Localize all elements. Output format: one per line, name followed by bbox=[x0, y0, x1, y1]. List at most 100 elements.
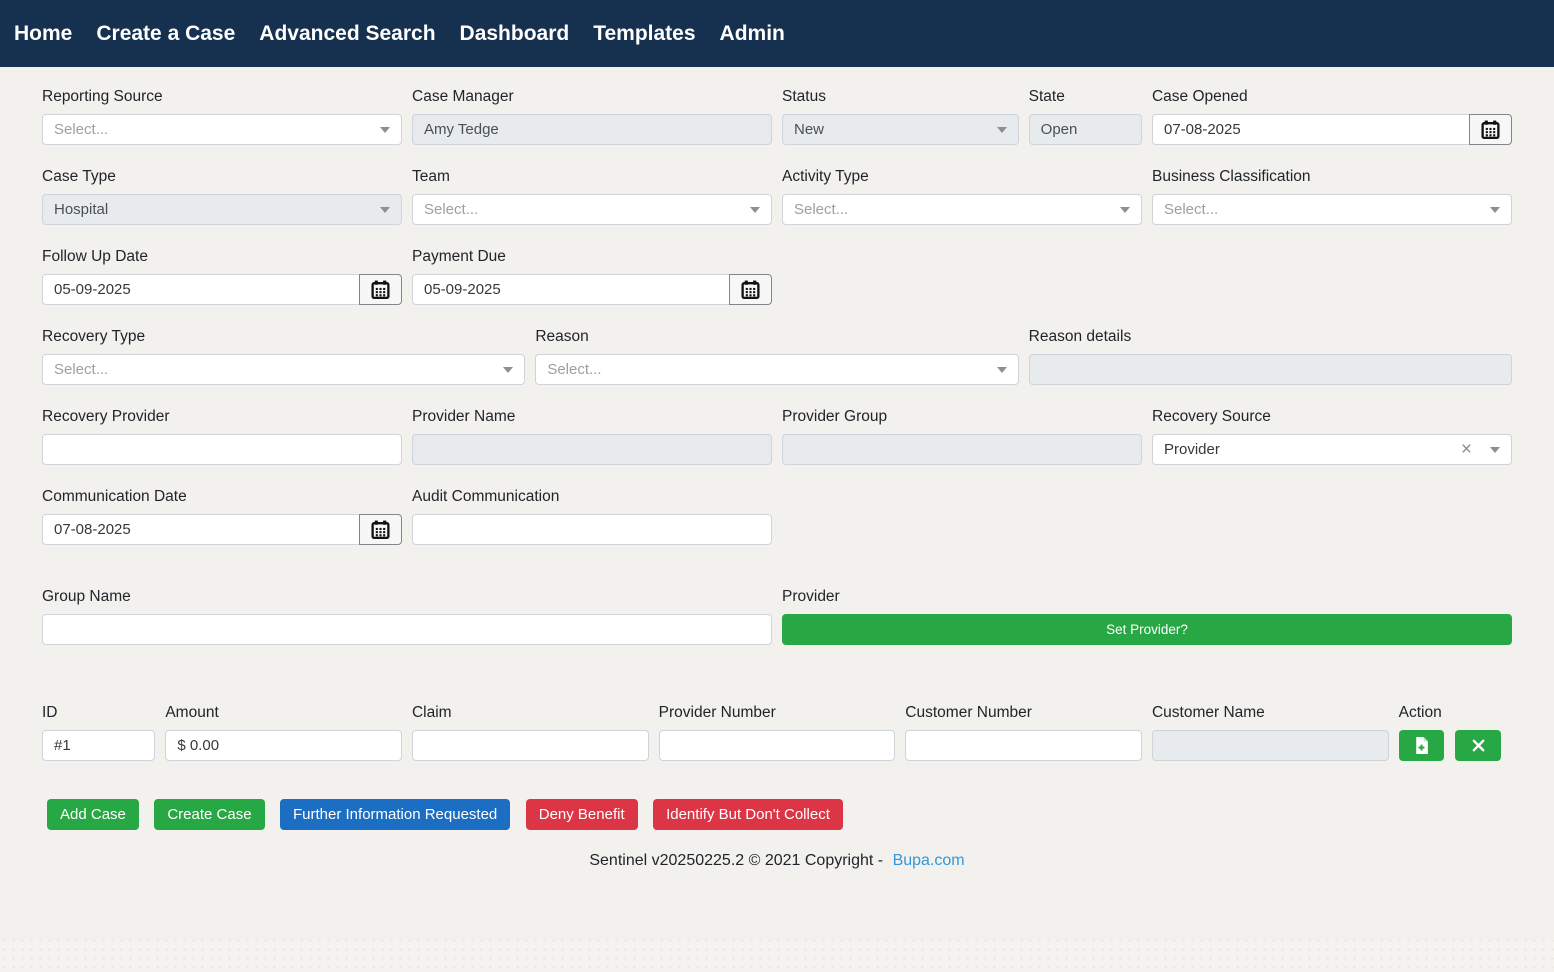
chevron-down-icon bbox=[1120, 206, 1130, 213]
set-provider-button[interactable]: Set Provider? bbox=[782, 614, 1512, 645]
chevron-down-icon bbox=[1490, 206, 1500, 213]
form-actions: Add Case Create Case Further Information… bbox=[42, 799, 1512, 830]
provider-name-label: Provider Name bbox=[412, 408, 516, 425]
case-manager-input bbox=[412, 114, 772, 145]
calendar-icon bbox=[1481, 120, 1500, 140]
clear-icon[interactable]: × bbox=[1460, 439, 1472, 460]
create-case-button[interactable]: Create Case bbox=[154, 799, 265, 830]
audit-communication-input[interactable] bbox=[412, 514, 772, 545]
claim-id-input[interactable] bbox=[42, 730, 156, 761]
claim-row: ID Amount Claim Provider Number Customer… bbox=[37, 702, 1517, 761]
business-classification-placeholder: Select... bbox=[1164, 201, 1219, 218]
case-opened-input[interactable] bbox=[1151, 114, 1470, 145]
further-information-requested-button[interactable]: Further Information Requested bbox=[280, 799, 511, 830]
business-classification-label: Business Classification bbox=[1152, 168, 1311, 185]
form-row-4: Recovery Type Select... Reason Select...… bbox=[37, 326, 1517, 385]
reporting-source-select[interactable]: Select... bbox=[42, 114, 402, 145]
reason-details-input bbox=[1028, 354, 1512, 385]
claim-provider-number-input[interactable] bbox=[658, 730, 896, 761]
add-case-button[interactable]: Add Case bbox=[47, 799, 139, 830]
group-name-input[interactable] bbox=[42, 614, 772, 645]
communication-date-calendar-button[interactable] bbox=[359, 514, 402, 545]
claim-customer-name-label: Customer Name bbox=[1151, 704, 1265, 721]
case-type-value: Hospital bbox=[54, 201, 109, 218]
calendar-icon bbox=[741, 280, 760, 300]
case-form-page: Reporting Source Select... Case Manager … bbox=[0, 67, 1554, 940]
reason-label: Reason bbox=[535, 328, 589, 345]
calendar-icon bbox=[371, 520, 390, 540]
top-navbar: Home Create a Case Advanced Search Dashb… bbox=[0, 0, 1554, 67]
chevron-down-icon bbox=[380, 126, 390, 133]
footer: Sentinel v20250225.2 © 2021 Copyright - … bbox=[42, 852, 1512, 870]
reason-details-label: Reason details bbox=[1028, 328, 1132, 345]
deny-benefit-button[interactable]: Deny Benefit bbox=[525, 799, 638, 830]
form-row-3: Follow Up Date Payment Due bbox=[37, 246, 1517, 305]
claim-customer-number-input[interactable] bbox=[905, 730, 1142, 761]
chevron-down-icon bbox=[996, 366, 1007, 373]
follow-up-date-input[interactable] bbox=[42, 274, 360, 305]
reason-select[interactable]: Select... bbox=[535, 354, 1019, 385]
claim-action-label: Action bbox=[1398, 704, 1442, 721]
claim-id-label: ID bbox=[42, 704, 58, 721]
payment-due-calendar-button[interactable] bbox=[729, 274, 772, 305]
recovery-source-select[interactable]: Provider × bbox=[1152, 434, 1512, 465]
chevron-down-icon bbox=[380, 206, 390, 213]
chevron-down-icon bbox=[1490, 446, 1500, 453]
identify-but-dont-collect-button[interactable]: Identify But Don't Collect bbox=[653, 799, 843, 830]
provider-group-label: Provider Group bbox=[782, 408, 888, 425]
state-label: State bbox=[1028, 88, 1065, 105]
footer-text: Sentinel v20250225.2 © 2021 Copyright - bbox=[589, 852, 884, 869]
communication-date-label: Communication Date bbox=[42, 488, 187, 505]
payment-due-label: Payment Due bbox=[412, 248, 506, 265]
activity-type-select[interactable]: Select... bbox=[782, 194, 1142, 225]
state-input bbox=[1028, 114, 1142, 145]
recovery-provider-label: Recovery Provider bbox=[42, 408, 170, 425]
x-icon bbox=[1472, 739, 1484, 752]
calendar-icon bbox=[371, 280, 390, 300]
nav-advanced-search[interactable]: Advanced Search bbox=[259, 21, 436, 45]
status-label: Status bbox=[782, 88, 826, 105]
claim-provider-number-label: Provider Number bbox=[658, 704, 776, 721]
claim-input[interactable] bbox=[411, 730, 649, 761]
team-placeholder: Select... bbox=[424, 201, 479, 218]
recovery-type-label: Recovery Type bbox=[42, 328, 146, 345]
recovery-type-select[interactable]: Select... bbox=[42, 354, 526, 385]
reporting-source-label: Reporting Source bbox=[42, 88, 163, 105]
group-name-label: Group Name bbox=[42, 588, 131, 605]
case-opened-calendar-button[interactable] bbox=[1468, 114, 1512, 145]
follow-up-date-label: Follow Up Date bbox=[42, 248, 148, 265]
reason-placeholder: Select... bbox=[547, 361, 602, 378]
nav-admin[interactable]: Admin bbox=[719, 21, 785, 45]
provider-label: Provider bbox=[782, 588, 840, 605]
nav-templates[interactable]: Templates bbox=[593, 21, 696, 45]
audit-communication-label: Audit Communication bbox=[412, 488, 560, 505]
recovery-source-value: Provider bbox=[1164, 441, 1220, 458]
provider-name-input bbox=[412, 434, 772, 465]
follow-up-date-calendar-button[interactable] bbox=[359, 274, 402, 305]
activity-type-label: Activity Type bbox=[782, 168, 869, 185]
chevron-down-icon bbox=[750, 206, 760, 213]
team-label: Team bbox=[412, 168, 450, 185]
add-claim-document-button[interactable] bbox=[1398, 730, 1445, 761]
payment-due-input[interactable] bbox=[412, 274, 730, 305]
claim-label: Claim bbox=[411, 704, 452, 721]
provider-group-input bbox=[782, 434, 1142, 465]
recovery-source-label: Recovery Source bbox=[1152, 408, 1271, 425]
nav-create-a-case[interactable]: Create a Case bbox=[96, 21, 236, 45]
remove-claim-button[interactable] bbox=[1455, 730, 1501, 761]
claim-amount-label: Amount bbox=[165, 704, 219, 721]
claim-customer-name-input bbox=[1151, 730, 1389, 761]
business-classification-select[interactable]: Select... bbox=[1152, 194, 1512, 225]
nav-home[interactable]: Home bbox=[14, 21, 73, 45]
bupa-link[interactable]: Bupa.com bbox=[892, 852, 965, 869]
team-select[interactable]: Select... bbox=[412, 194, 772, 225]
communication-date-input[interactable] bbox=[42, 514, 360, 545]
recovery-type-placeholder: Select... bbox=[54, 361, 109, 378]
claim-customer-number-label: Customer Number bbox=[905, 704, 1032, 721]
claim-amount-input[interactable] bbox=[165, 730, 402, 761]
chevron-down-icon bbox=[503, 366, 514, 373]
form-row-6: Communication Date Audit Communication bbox=[37, 486, 1517, 545]
reporting-source-placeholder: Select... bbox=[54, 121, 109, 138]
nav-dashboard[interactable]: Dashboard bbox=[459, 21, 570, 45]
recovery-provider-input[interactable] bbox=[42, 434, 402, 465]
